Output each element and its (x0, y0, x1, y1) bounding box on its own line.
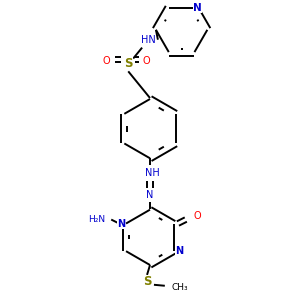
Text: S: S (143, 275, 151, 288)
Text: S: S (124, 57, 133, 70)
Text: H₂N: H₂N (88, 215, 105, 224)
Text: HN: HN (141, 35, 155, 45)
Text: N: N (193, 3, 202, 13)
Text: O: O (142, 56, 150, 67)
Text: N: N (117, 218, 125, 229)
Text: O: O (194, 211, 202, 220)
Text: CH₃: CH₃ (171, 283, 188, 292)
Text: O: O (103, 56, 110, 67)
Text: NH: NH (145, 168, 159, 178)
Text: N: N (175, 246, 183, 256)
Text: N: N (146, 190, 154, 200)
